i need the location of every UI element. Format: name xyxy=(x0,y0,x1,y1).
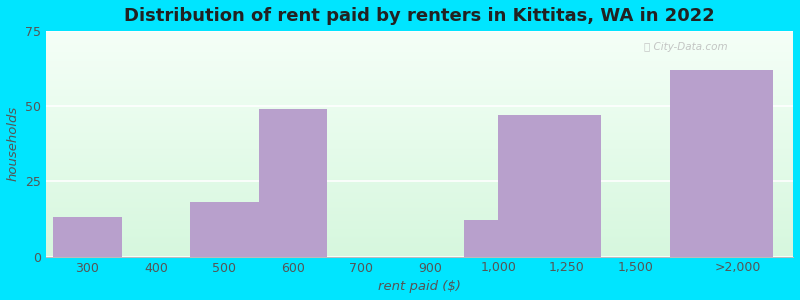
Title: Distribution of rent paid by renters in Kittitas, WA in 2022: Distribution of rent paid by renters in … xyxy=(124,7,715,25)
Text: ⓘ City-Data.com: ⓘ City-Data.com xyxy=(644,42,727,52)
Y-axis label: households: households xyxy=(7,106,20,181)
Bar xyxy=(670,70,773,256)
Bar xyxy=(464,220,498,256)
Bar xyxy=(190,202,258,256)
Bar xyxy=(54,218,122,256)
Bar xyxy=(498,115,602,256)
Bar xyxy=(258,109,327,256)
X-axis label: rent paid ($): rent paid ($) xyxy=(378,280,461,293)
